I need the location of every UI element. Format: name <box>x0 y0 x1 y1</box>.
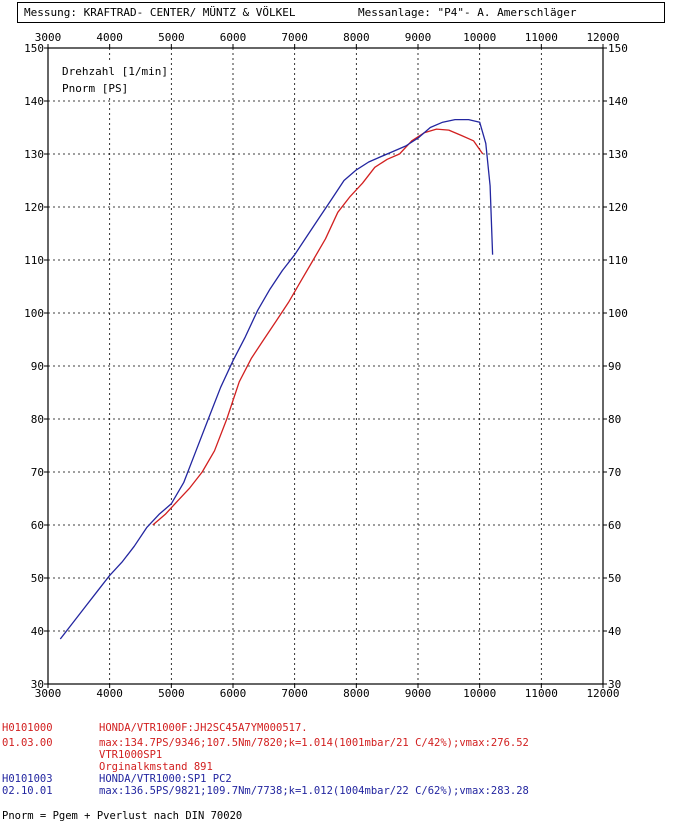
y-tick-label-left: 80 <box>31 413 44 426</box>
run2-vehicle: HONDA/VTR1000:SP1 PC2 <box>99 773 232 785</box>
run2-date: 02.10.01 <box>2 785 53 797</box>
din-formula: Pnorm = Pgem + Pverlust nach DIN 70020 <box>2 810 243 822</box>
legend-line-power: Pnorm [PS] <box>62 82 128 95</box>
run1-id: H0101000 <box>2 722 53 734</box>
y-tick-label-left: 150 <box>24 42 44 55</box>
y-tick-label-left: 120 <box>24 201 44 214</box>
run1-vehicle: HONDA/VTR1000F:JH2SC45A7YM000517. <box>99 722 308 734</box>
x-tick-label-bottom: 6000 <box>220 687 247 700</box>
y-tick-label-right: 140 <box>608 95 628 108</box>
y-tick-label-right: 50 <box>608 572 621 585</box>
tick-labels: 3000 3000 4000 4000 5000 5000 6000 6000 7000 7000… <box>24 31 628 700</box>
y-tick-label-right: 120 <box>608 201 628 214</box>
y-tick-label-left: 100 <box>24 307 44 320</box>
x-tick-label-top: 5000 <box>158 31 185 44</box>
legend-line-rpm: Drehzahl [1/min] <box>62 65 168 78</box>
y-tick-label-left: 40 <box>31 625 44 638</box>
y-tick-label-right: 80 <box>608 413 621 426</box>
y-tick-label-left: 60 <box>31 519 44 532</box>
x-tick-label-top: 10000 <box>463 31 496 44</box>
x-tick-label-top: 4000 <box>96 31 123 44</box>
y-tick-label-right: 100 <box>608 307 628 320</box>
x-tick-label-bottom: 3000 <box>35 687 62 700</box>
x-tick-label-bottom: 5000 <box>158 687 185 700</box>
y-tick-label-left: 140 <box>24 95 44 108</box>
y-tick-label-right: 30 <box>608 678 621 691</box>
x-tick-label-bottom: 12000 <box>586 687 619 700</box>
measurement-label: Messung: KRAFTRAD- CENTER/ MÜNTZ & VÖLKE… <box>24 6 296 19</box>
run1-date: 01.03.00 <box>2 737 53 749</box>
y-tick-label-right: 110 <box>608 254 628 267</box>
x-tick-label-top: 7000 <box>281 31 308 44</box>
y-tick-label-left: 130 <box>24 148 44 161</box>
x-tick-label-top: 11000 <box>525 31 558 44</box>
x-tick-label-bottom: 10000 <box>463 687 496 700</box>
x-tick-label-bottom: 11000 <box>525 687 558 700</box>
y-tick-label-right: 130 <box>608 148 628 161</box>
series-line-blue <box>59 118 494 640</box>
y-tick-label-right: 70 <box>608 466 621 479</box>
y-tick-label-right: 40 <box>608 625 621 638</box>
dyno-chart: 3000 3000 4000 4000 5000 5000 6000 6000 7000 7000… <box>24 31 628 700</box>
measurement-header: Messung: KRAFTRAD- CENTER/ MÜNTZ & VÖLKE… <box>17 2 665 23</box>
x-tick-label-bottom: 4000 <box>96 687 123 700</box>
run1-model: VTR1000SP1 <box>99 749 163 761</box>
x-tick-label-bottom: 8000 <box>343 687 370 700</box>
y-tick-label-left: 110 <box>24 254 44 267</box>
x-tick-label-top: 9000 <box>405 31 432 44</box>
series-line-red <box>152 128 484 526</box>
y-tick-label-right: 90 <box>608 360 621 373</box>
y-tick-label-left: 90 <box>31 360 44 373</box>
test-rig-label: Messanlage: "P4"- A. Amerschläger <box>358 6 577 19</box>
x-tick-label-top: 3000 <box>35 31 62 44</box>
y-tick-label-left: 70 <box>31 466 44 479</box>
run1-max: max:134.7PS/9346;107.5Nm/7820;k=1.014(10… <box>99 737 529 749</box>
series-group <box>59 118 494 640</box>
x-tick-label-top: 6000 <box>220 31 247 44</box>
y-tick-label-left: 30 <box>31 678 44 691</box>
run1-note: Orginalkmstand 891 <box>99 761 213 773</box>
y-tick-label-left: 50 <box>31 572 44 585</box>
y-tick-label-right: 60 <box>608 519 621 532</box>
x-tick-label-top: 8000 <box>343 31 370 44</box>
run2-max: max:136.5PS/9821;109.7Nm/7738;k=1.012(10… <box>99 785 529 797</box>
x-tick-label-bottom: 7000 <box>281 687 308 700</box>
x-tick-label-bottom: 9000 <box>405 687 432 700</box>
x-tick-label-top: 12000 <box>586 31 619 44</box>
grid <box>44 44 607 688</box>
y-tick-label-right: 150 <box>608 42 628 55</box>
run2-id: H0101003 <box>2 773 53 785</box>
legend-box <box>56 62 140 98</box>
